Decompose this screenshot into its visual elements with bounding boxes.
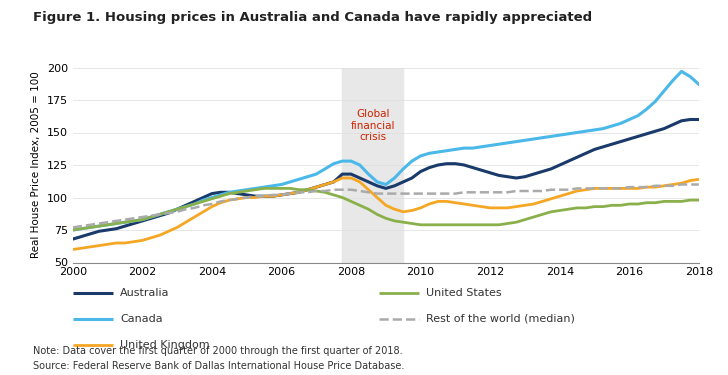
Text: Source: Federal Reserve Bank of Dallas International House Price Database.: Source: Federal Reserve Bank of Dallas I… [33, 361, 404, 371]
Text: United States: United States [426, 288, 502, 297]
Bar [342, 68, 403, 262]
Text: Rest of the world (median): Rest of the world (median) [426, 314, 574, 324]
Text: Canada: Canada [120, 314, 163, 324]
Text: Note: Data cover the first quarter of 2000 through the first quarter of 2018.: Note: Data cover the first quarter of 20… [33, 346, 403, 356]
Text: Figure 1. Housing prices in Australia and Canada have rapidly appreciated: Figure 1. Housing prices in Australia an… [33, 11, 592, 24]
Y-axis label: Real House Price Index, 2005 = 100: Real House Price Index, 2005 = 100 [31, 72, 41, 258]
Text: Global
financial
crisis: Global financial crisis [351, 109, 395, 142]
Text: United Kingdom: United Kingdom [120, 340, 210, 350]
Text: Australia: Australia [120, 288, 170, 297]
